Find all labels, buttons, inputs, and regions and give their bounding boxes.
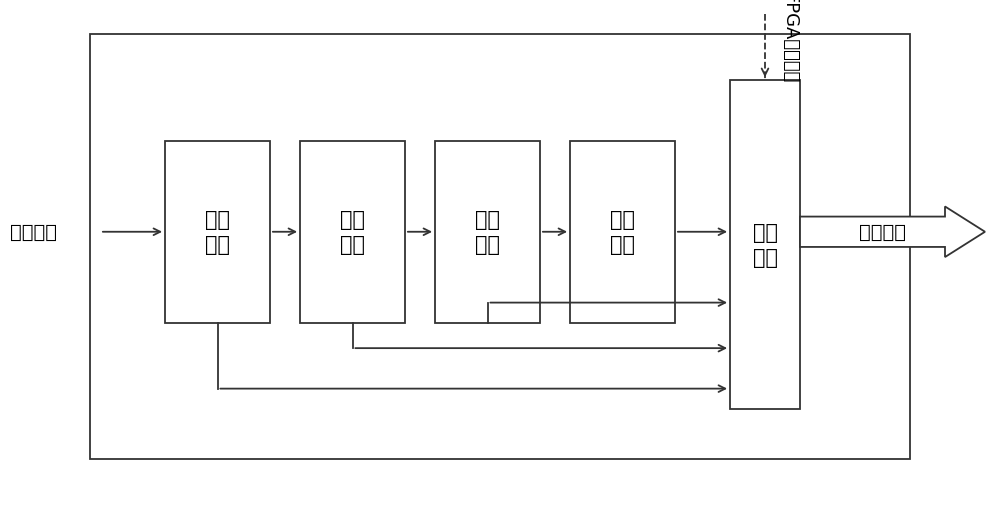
- Text: 三级
放大: 三级 放大: [475, 210, 500, 255]
- Text: 多路
选择: 多路 选择: [753, 223, 778, 267]
- Text: 四级
放大: 四级 放大: [610, 210, 635, 255]
- Text: FPGA控制信号: FPGA控制信号: [780, 0, 798, 83]
- Text: 检测信号: 检测信号: [10, 223, 57, 242]
- Text: 信号处理: 信号处理: [859, 223, 906, 242]
- Bar: [165, 141, 270, 323]
- Text: 一级
放大: 一级 放大: [205, 210, 230, 255]
- Bar: [570, 141, 675, 323]
- Bar: [90, 35, 910, 460]
- Text: 二级
放大: 二级 放大: [340, 210, 365, 255]
- Bar: [730, 81, 800, 409]
- Bar: [435, 141, 540, 323]
- Polygon shape: [800, 207, 985, 258]
- Bar: [300, 141, 405, 323]
